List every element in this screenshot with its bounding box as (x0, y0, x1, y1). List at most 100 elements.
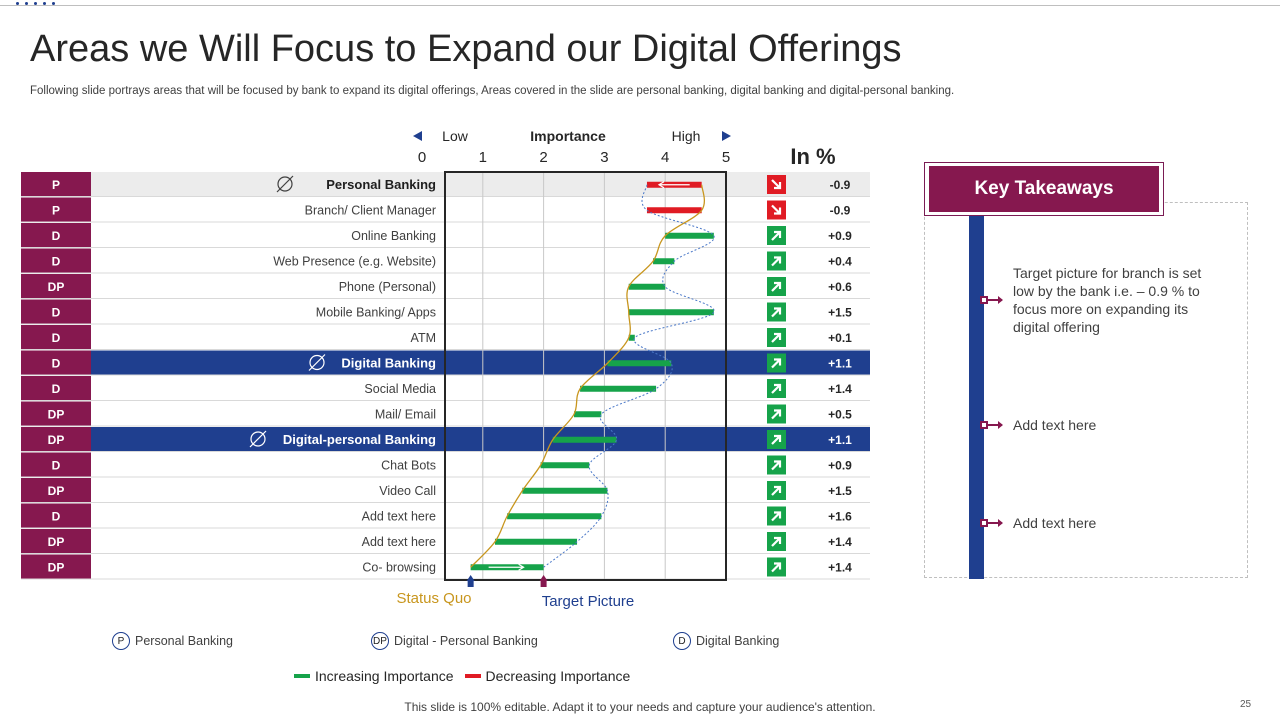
range-bar (628, 309, 714, 316)
type-code: P (52, 178, 60, 192)
type-code: DP (48, 484, 65, 498)
type-cell (21, 529, 91, 554)
change-value: +1.5 (828, 484, 852, 498)
legend-p-label: Personal Banking (135, 634, 233, 648)
row-band (91, 503, 870, 528)
takeaway-3-text: Add text here (1013, 515, 1097, 531)
change-value: +0.9 (828, 229, 852, 243)
bar-direction-arrow (488, 563, 525, 571)
row-label: Social Media (364, 382, 436, 396)
range-bar (665, 232, 714, 239)
range-bar (607, 360, 672, 367)
legend-digital-personal: DP Digital - Personal Banking (371, 632, 538, 650)
target-marker-icon (539, 575, 548, 587)
range-bar (628, 283, 666, 290)
percent-header: In % (790, 144, 835, 169)
legend-dp-badge: DP (371, 632, 389, 650)
section-symbol-icon (309, 354, 325, 371)
range-bar (653, 258, 675, 265)
arrow-glyph (771, 281, 782, 292)
arrow-glyph (771, 562, 782, 573)
type-code: D (52, 306, 61, 320)
decorative-dots (16, 2, 55, 5)
tick-label-5: 5 (722, 149, 730, 166)
footer-note: This slide is 100% editable. Adapt it to… (404, 700, 876, 714)
change-value: +1.5 (828, 306, 852, 320)
arrow-glyph (771, 434, 782, 445)
type-cell (21, 503, 91, 528)
row-band (91, 376, 870, 401)
tick-label-2: 2 (539, 149, 547, 166)
takeaway-3-marker (980, 519, 988, 527)
change-value: +0.9 (828, 459, 852, 473)
plot-frame (444, 171, 727, 581)
arrow-glyph (771, 511, 782, 522)
range-bar (574, 411, 602, 418)
arrow-left-icon (413, 131, 422, 141)
type-cell (21, 274, 91, 299)
change-value: +1.1 (828, 433, 852, 447)
change-value: +1.4 (828, 382, 852, 396)
row-label: ATM (411, 331, 436, 345)
bar-direction-arrow (657, 181, 690, 189)
section-symbol-slash (249, 430, 267, 448)
range-bar (646, 207, 702, 214)
row-label: Phone (Personal) (339, 280, 436, 294)
status-quo-curve (470, 184, 706, 568)
section-symbol-slash (308, 354, 326, 371)
takeaway-2-arrow-icon (998, 421, 1003, 429)
section-symbol-icon (277, 176, 293, 192)
type-code: D (52, 459, 61, 473)
range-bar (540, 462, 590, 469)
legend-p-badge: P (112, 632, 130, 650)
row-label: Mobile Banking/ Apps (316, 306, 436, 320)
type-cell (21, 452, 91, 477)
type-code: D (52, 331, 61, 345)
tick-label-3: 3 (600, 149, 608, 166)
range-bar (494, 538, 578, 545)
scale-low-label: Low (442, 128, 469, 144)
tick-label-0: 0 (418, 149, 426, 166)
takeaway-2-marker (980, 421, 988, 429)
type-cell (21, 350, 91, 375)
row-band (91, 350, 870, 375)
target-picture-label: Target Picture (542, 593, 635, 610)
takeaways-title: Key Takeaways (929, 166, 1159, 212)
row-label: Add text here (362, 510, 436, 524)
decrease-swatch (464, 674, 481, 678)
type-code: D (52, 510, 61, 524)
change-value: -0.9 (830, 178, 851, 192)
change-value: +0.5 (828, 408, 852, 422)
arrow-glyph (771, 307, 782, 318)
row-band (91, 299, 870, 324)
range-bar (552, 436, 617, 443)
type-cell (21, 427, 91, 452)
increase-swatch (294, 674, 310, 678)
takeaways-timeline-bar (969, 216, 984, 579)
takeaway-1-text: Target picture for branch is set low by … (1013, 265, 1202, 335)
row-label: Add text here (362, 535, 436, 549)
type-code: DP (48, 535, 65, 549)
row-band (91, 401, 870, 426)
status-quo-marker-icon (466, 575, 475, 587)
page-title: Areas we Will Focus to Expand our Digita… (30, 28, 902, 70)
change-value: +1.1 (828, 357, 852, 371)
row-label: Branch/ Client Manager (305, 204, 436, 218)
takeaway-3-arrow-icon (998, 519, 1003, 527)
type-code: P (52, 204, 60, 218)
takeaway-1-arrow-icon (998, 296, 1003, 304)
page-subtitle: Following slide portrays areas that will… (30, 85, 955, 97)
row-band (91, 274, 870, 299)
change-value: +0.1 (828, 331, 852, 345)
section-symbol-slash (276, 175, 294, 193)
tick-label-1: 1 (479, 149, 487, 166)
change-value: +0.4 (828, 255, 852, 269)
takeaway-1-marker (980, 296, 988, 304)
range-bar (580, 385, 657, 392)
type-code: D (52, 229, 61, 243)
type-cell (21, 248, 91, 273)
arrow-glyph (771, 460, 782, 471)
type-code: D (52, 382, 61, 396)
legend-d-badge: D (673, 632, 691, 650)
type-code: DP (48, 280, 65, 294)
